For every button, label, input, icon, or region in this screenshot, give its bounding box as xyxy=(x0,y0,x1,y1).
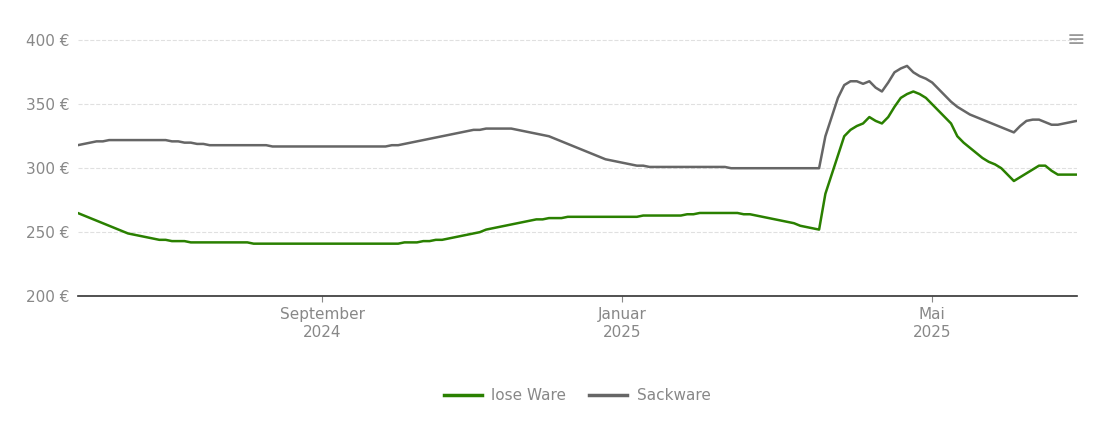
Text: ≡: ≡ xyxy=(1067,30,1086,49)
Legend: lose Ware, Sackware: lose Ware, Sackware xyxy=(437,382,717,409)
